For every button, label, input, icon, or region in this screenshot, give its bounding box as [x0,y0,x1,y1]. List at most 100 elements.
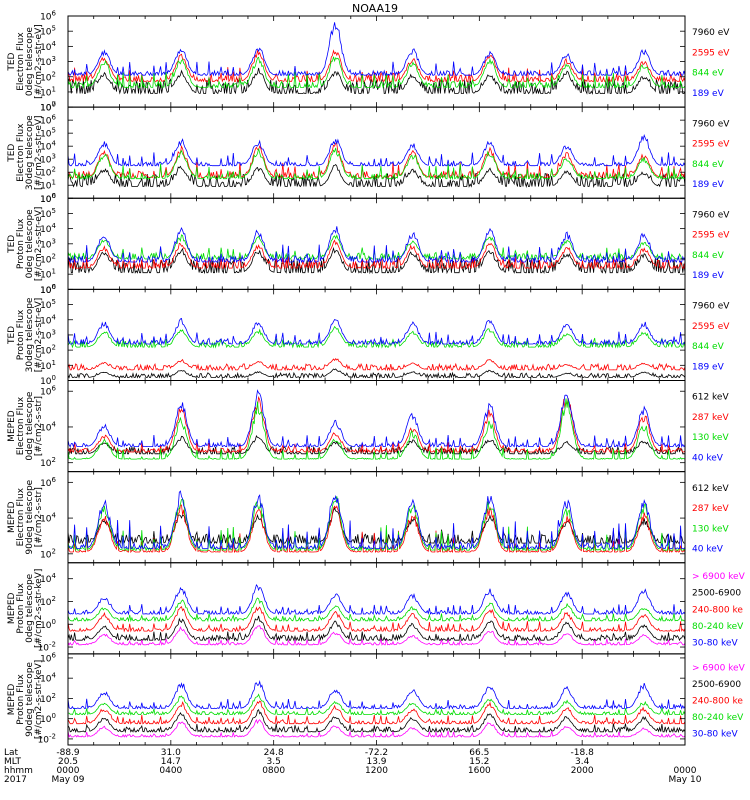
series-trace-6-4 [67,584,686,616]
series-trace-4-1 [67,395,686,454]
y-axis-label-line: 0deg telescope [25,391,35,461]
legend-entry: 40 keV [692,453,724,463]
y-axis-label-line: [#/cm2-s-str-eV] [34,24,44,99]
y-axis-label-line: MEPED [7,410,17,442]
legend-entry: 844 eV [692,69,725,79]
panel-frame [67,197,686,290]
legend-entry: 130 keV [692,524,729,534]
series-trace-4-2 [67,398,686,460]
mlt-tick-label: 15.2 [469,757,489,767]
y-axis-label-line: Electron Flux [16,32,26,91]
legend-entry: > 6900 keV [692,663,746,673]
series-trace-1-3 [67,133,686,168]
legend-entry: 2595 eV [692,48,730,58]
y-tick-label: 106 [40,283,56,296]
series-trace-3-1 [67,358,686,372]
legend-entry: 240-800 ke [692,696,743,706]
legend-entry: 2595 eV [692,322,730,332]
mlt-tick-label: 3.5 [267,757,281,767]
legend-entry: 7960 eV [692,119,730,129]
y-axis-label-line: Proton Flux [16,218,26,269]
series-trace-6-2 [67,606,686,633]
series-trace-4-3 [67,389,686,448]
y-axis-label-line: Electron Flux [16,396,26,455]
legend-entry: 80-240 keV [692,622,744,632]
time-tick-label: 0400 [159,766,182,776]
mlt-tick-label: 20.5 [58,757,78,767]
x-axis-row-label: MLT [4,757,22,767]
legend-entry: 844 eV [692,342,725,352]
series-trace-2-1 [67,239,686,270]
x-axis-row-label: hhmm [4,766,33,776]
chart-title: NOAA19 [352,2,398,15]
series-trace-5-3 [68,490,686,551]
series-trace-1-1 [67,142,686,179]
y-axis-label-line: TED [7,326,17,345]
lat-tick-label: -88.9 [56,748,80,758]
legend-entry: 612 keV [692,484,729,494]
mlt-tick-label: 3.4 [575,757,590,767]
legend-entry: 287 keV [692,413,729,423]
series-trace-2-3 [67,226,686,264]
lat-tick-label: 31.0 [161,748,181,758]
y-axis-label-line: 30deg telescope [25,115,35,190]
legend-entry: 612 keV [692,393,729,403]
time-tick-label: 1200 [365,766,388,776]
legend-entry: > 6900 keV [692,572,746,582]
legend-entry: 7960 eV [692,210,730,220]
series-trace-3-3 [67,317,686,346]
series-trace-6-3 [67,597,685,623]
series-trace-1-2 [67,147,686,181]
legend-entry: 189 eV [692,362,725,372]
mlt-tick-label: 13.9 [366,757,386,767]
y-tick-label: 106 [40,476,56,489]
y-axis-label-line: [#/cm2-s-str] [34,396,44,456]
y-axis-label-line: TED [7,235,17,254]
y-axis-label-line: [#/cm2-s-str] [34,487,44,547]
legend-entry: 7960 eV [692,302,730,312]
legend-entry: 287 keV [692,504,729,514]
series-trace-0-0 [67,67,686,95]
y-axis-label-line: [#/cm2-s-str-keV] [34,569,44,648]
y-tick-label: 102 [40,547,56,560]
series-trace-6-0 [67,625,686,646]
legend-entry: 2595 eV [692,231,730,241]
legend-entry: 7960 eV [692,28,730,38]
y-tick-label: 106 [40,10,56,23]
y-axis-label-line: 0deg telescope [25,573,35,643]
legend-entry: 189 eV [692,271,725,281]
y-axis-label-line: MEPED [7,592,17,624]
x-axis-row-label: 2017 [4,775,27,785]
date-tick-label: May 10 [669,775,702,785]
time-tick-label: 0000 [674,766,697,776]
y-axis-label-line: TED [7,52,17,71]
lat-tick-label: 24.8 [264,748,284,758]
legend-entry: 844 eV [692,160,725,170]
series-trace-0-3 [67,22,686,77]
series-trace-2-0 [67,246,686,275]
legend-entry: 130 keV [692,433,729,443]
series-trace-6-1 [67,615,686,642]
y-axis-label-line: 90deg telescope [25,662,35,737]
y-tick-label: 102 [40,456,56,469]
y-axis-label-line: Electron Flux [16,487,26,546]
y-axis-label-line: 30deg telescope [25,297,35,372]
y-axis-label-line: 0deg telescope [25,209,35,279]
y-axis-label-line: MEPED [7,684,17,716]
series-trace-7-0 [67,718,686,739]
series-trace-7-3 [68,693,686,717]
series-trace-0-1 [67,49,686,83]
legend-entry: 2500-6900 [692,589,741,599]
lat-tick-label: 66.5 [469,748,489,758]
time-tick-label: 0000 [57,766,80,776]
legend-entry: 80-240 keV [692,713,744,723]
legend-entry: 30-80 keV [692,638,738,648]
